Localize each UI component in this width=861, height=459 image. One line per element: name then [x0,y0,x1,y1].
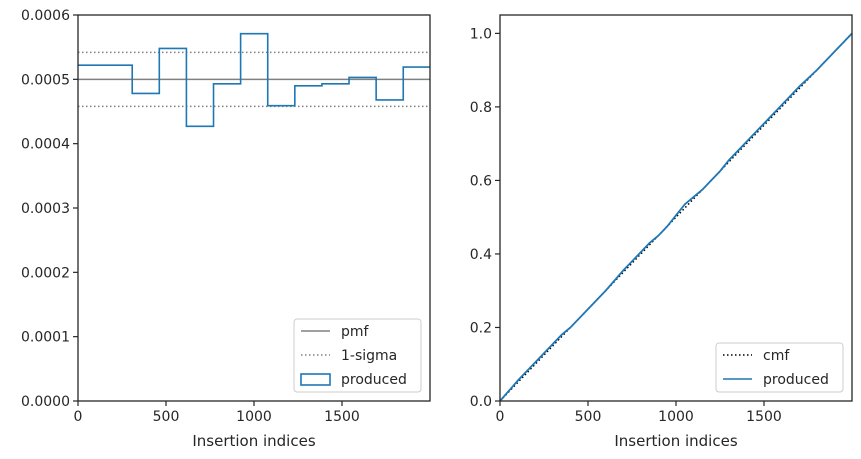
y-tick-label: 0.0003 [21,201,70,217]
y-tick-label: 0.2 [470,320,492,336]
x-tick-label: 0 [496,409,505,425]
legend-label-cmf: cmf [763,348,790,364]
legend-swatch-produced [300,373,331,386]
y-tick-label: 0.0006 [21,8,70,24]
legend-label-produced: produced [763,372,829,388]
y-tick-label: 0.0004 [21,137,70,153]
produced-step-series [78,32,430,128]
x-tick-label: 1000 [236,409,272,425]
y-tick-label: 0.0001 [21,330,70,346]
left-panel-pmf-histogram: 0 500 1000 1500 0.0000 0.0001 0.0002 0.0003 0.00… [21,8,431,450]
produced-series-line [499,32,853,402]
y-tick-label: 0.4 [470,247,492,263]
y-tick-label: 0.0000 [21,394,70,410]
x-tick-label: 0 [74,409,83,425]
legend-label-produced: produced [341,372,407,388]
right-panel-cmf-plot: 0 500 1000 1500 0.0 0.2 0.4 0.6 0.8 1.0 Insertion … [470,14,853,450]
legend-label-pmf: pmf [341,324,370,340]
x-tick-label: 1000 [658,409,694,425]
x-axis-label: Insertion indices [614,432,737,450]
legend: cmf produced [715,342,844,393]
legend: pmf 1-sigma produced [293,318,422,393]
y-tick-label: 0.0 [470,394,492,410]
y-tick-label: 0.0002 [21,265,70,281]
y-tick-label: 0.0005 [21,72,70,88]
cmf-series-line [499,32,853,402]
x-tick-label: 1500 [324,409,360,425]
x-tick-label: 500 [153,409,180,425]
legend-label-1-sigma: 1-sigma [341,348,397,364]
y-tick-label: 0.6 [470,173,492,189]
y-tick-label: 0.8 [470,100,492,116]
x-axis-label: Insertion indices [192,432,315,450]
x-tick-label: 500 [575,409,602,425]
x-tick-label: 1500 [746,409,782,425]
y-tick-label: 1.0 [470,26,492,42]
